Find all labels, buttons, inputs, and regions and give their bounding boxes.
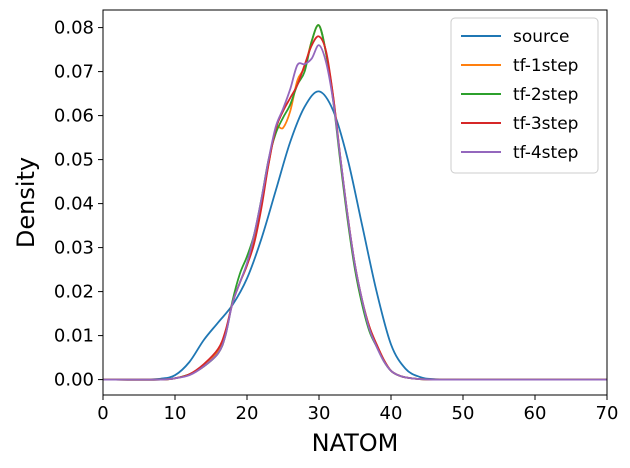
y-tick-label: 0.08 [54,18,94,39]
y-tick-label: 0.01 [54,326,94,347]
x-axis-label: NATOM [312,429,399,457]
legend-label: tf-3step [513,114,578,134]
series-layer [102,24,607,381]
y-axis-label: Density [12,157,40,248]
series-line-source [102,90,607,381]
y-axis: 0.00 0.01 0.02 0.03 0.04 0.05 0.06 0.07 0.08 [54,18,103,391]
x-tick-label: 40 [380,403,403,424]
x-tick-label: 0 [97,403,108,424]
y-tick-label: 0.07 [54,62,94,83]
y-tick-label: 0.03 [54,238,94,259]
legend-label: tf-4step [513,143,578,163]
x-tick-label: 10 [164,403,187,424]
series-line-tf-4step [102,44,607,381]
legend: source tf-1step tf-2step tf-3step tf-4step [450,17,599,174]
x-axis: 0 10 20 30 40 50 60 70 [97,395,618,424]
legend-label: tf-2step [513,85,578,105]
y-tick-label: 0.04 [54,194,94,215]
x-tick-label: 20 [236,403,259,424]
legend-box [450,17,599,174]
x-tick-label: 70 [596,403,619,424]
legend-label: tf-1step [513,56,578,76]
x-tick-label: 50 [452,403,475,424]
y-tick-label: 0.00 [54,370,94,391]
axes-frame [102,9,608,396]
x-tick-label: 60 [524,403,547,424]
y-tick-label: 0.05 [54,150,94,171]
x-tick-label: 30 [308,403,331,424]
y-tick-label: 0.06 [54,106,94,127]
y-tick-label: 0.02 [54,282,94,303]
legend-label: source [513,27,569,47]
